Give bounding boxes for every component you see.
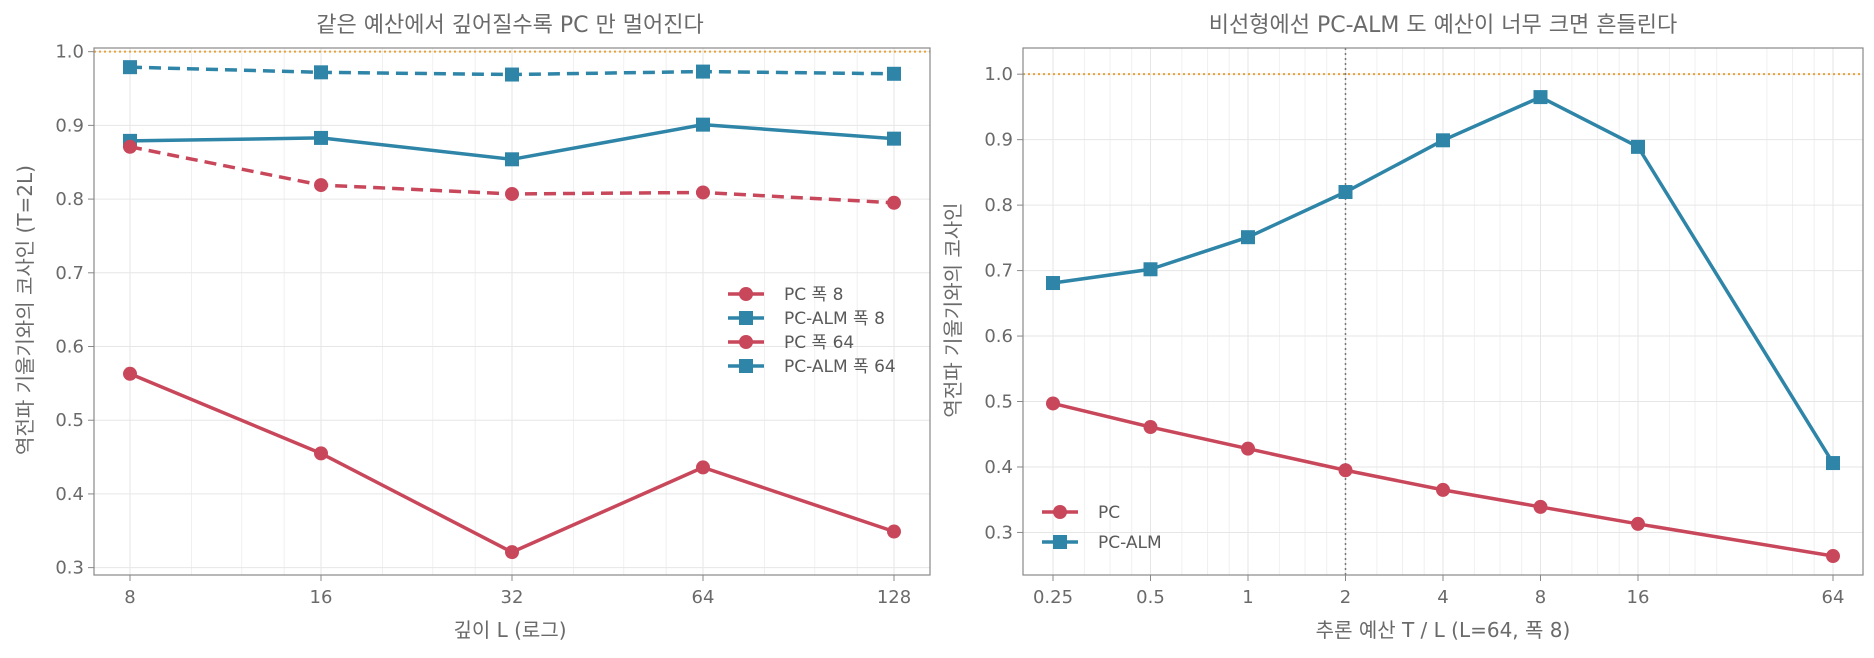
right-axes-frame <box>1022 47 1864 576</box>
right-point <box>1826 549 1840 564</box>
left-point <box>887 195 901 210</box>
left-point <box>505 152 519 167</box>
right-x-tick-label: 64 <box>1822 587 1845 608</box>
right-point <box>1143 262 1158 277</box>
right-point <box>1631 516 1645 531</box>
right-y-tick-label: 0.4 <box>984 457 1013 478</box>
right-x-tick-label: 8 <box>1535 587 1546 608</box>
left-point <box>887 131 901 146</box>
right-y-tick-label: 0.7 <box>984 261 1013 282</box>
left-point <box>696 185 710 200</box>
right-series-line-1 <box>1052 95 1835 464</box>
left-legend-label: PC 폭 64 <box>784 333 854 353</box>
right-point <box>1046 276 1060 291</box>
left-point <box>505 186 519 201</box>
right-y-tick-label: 0.9 <box>984 130 1013 151</box>
left-plot: 8 16 32 64 128 0.3 0.4 0.5 0.6 0.7 0.8 0.9 1.0 PC 폭 8… <box>55 42 931 608</box>
left-point <box>314 130 328 145</box>
right-legend-swatch-marker <box>1053 505 1067 519</box>
right-point <box>1436 482 1450 497</box>
left-y-tick-label: 1.0 <box>55 42 84 63</box>
right-y-axis-label: 역전파 기울기와의 코사인 <box>941 202 965 417</box>
right-point <box>1631 139 1645 154</box>
right-point <box>1826 456 1840 471</box>
left-point <box>314 446 328 461</box>
left-y-tick-label: 0.3 <box>55 558 84 579</box>
right-chart-title: 비선형에선 PC-ALM 도 예산이 너무 크면 흔들린다 <box>1209 13 1677 38</box>
right-point <box>1143 420 1158 435</box>
right-x-tick-label: 0.5 <box>1136 587 1165 608</box>
left-point <box>314 65 328 80</box>
right-x-tick-label: 0.25 <box>1033 587 1073 608</box>
right-point <box>1338 185 1353 200</box>
right-x-tick-label: 16 <box>1627 587 1650 608</box>
left-y-tick-label: 0.7 <box>55 263 84 284</box>
left-legend-swatch-marker <box>739 311 753 325</box>
right-point <box>1533 499 1548 514</box>
left-y-axis-label: 역전파 기울기와의 코사인 (T=2L) <box>13 165 37 455</box>
right-x-tick-label: 4 <box>1437 587 1448 608</box>
left-chart-title: 같은 예산에서 깊어질수록 PC 만 멀어진다 <box>316 13 703 38</box>
left-legend-swatch-marker <box>739 335 753 349</box>
right-x-tick-label: 1 <box>1242 587 1253 608</box>
right-point <box>1241 441 1255 456</box>
left-point <box>123 366 137 381</box>
left-y-tick-label: 0.9 <box>55 115 84 136</box>
left-point <box>123 60 137 75</box>
left-legend-label: PC-ALM 폭 64 <box>784 357 896 377</box>
left-x-tick-label: 128 <box>877 587 911 608</box>
right-y-tick-label: 0.5 <box>984 392 1013 413</box>
right-legend-label: PC-ALM <box>1098 533 1162 553</box>
left-y-tick-label: 0.4 <box>55 484 84 505</box>
left-point <box>696 64 710 79</box>
left-point <box>314 178 328 193</box>
left-x-axis-label: 깊이 L (로그) <box>453 618 566 642</box>
left-x-tick-label: 8 <box>124 587 135 608</box>
right-x-tick-label: 2 <box>1340 587 1351 608</box>
right-point <box>1338 463 1353 478</box>
left-x-tick-label: 16 <box>310 587 333 608</box>
left-axes-frame <box>93 47 931 576</box>
left-legend-swatch-marker <box>739 287 753 301</box>
left-point <box>505 67 519 82</box>
left-legend-label: PC 폭 8 <box>784 285 843 305</box>
left-legend-swatch-marker <box>739 359 753 373</box>
left-point <box>887 524 901 539</box>
left-y-tick-label: 0.6 <box>55 337 84 358</box>
right-x-axis-label: 추론 예산 T / L (L=64, 폭 8) <box>1316 618 1571 642</box>
left-point <box>887 66 901 81</box>
right-point <box>1241 230 1255 245</box>
right-y-tick-label: 1.0 <box>984 64 1013 85</box>
right-point <box>1436 133 1450 148</box>
right-point <box>1046 396 1060 411</box>
right-y-tick-label: 0.3 <box>984 522 1013 543</box>
right-y-tick-label: 0.8 <box>984 195 1013 216</box>
right-plot: 0.25 0.5 1 2 4 8 16 64 0.3 0.4 0.5 0.6 0.7 0.8 0.9 1.0 P… <box>984 47 1864 608</box>
left-point <box>123 139 137 154</box>
right-point <box>1533 90 1548 105</box>
left-point <box>696 117 710 132</box>
right-legend-label: PC <box>1098 503 1120 523</box>
left-x-tick-label: 32 <box>501 587 524 608</box>
left-x-tick-label: 64 <box>692 587 715 608</box>
right-legend-swatch-marker <box>1053 535 1067 549</box>
right-y-tick-label: 0.6 <box>984 326 1013 347</box>
left-legend-label: PC-ALM 폭 8 <box>784 309 885 329</box>
right-series-line-0 <box>1052 401 1834 558</box>
left-y-tick-label: 0.8 <box>55 189 84 210</box>
left-y-tick-label: 0.5 <box>55 410 84 431</box>
left-point <box>505 545 519 560</box>
left-point <box>696 460 710 475</box>
